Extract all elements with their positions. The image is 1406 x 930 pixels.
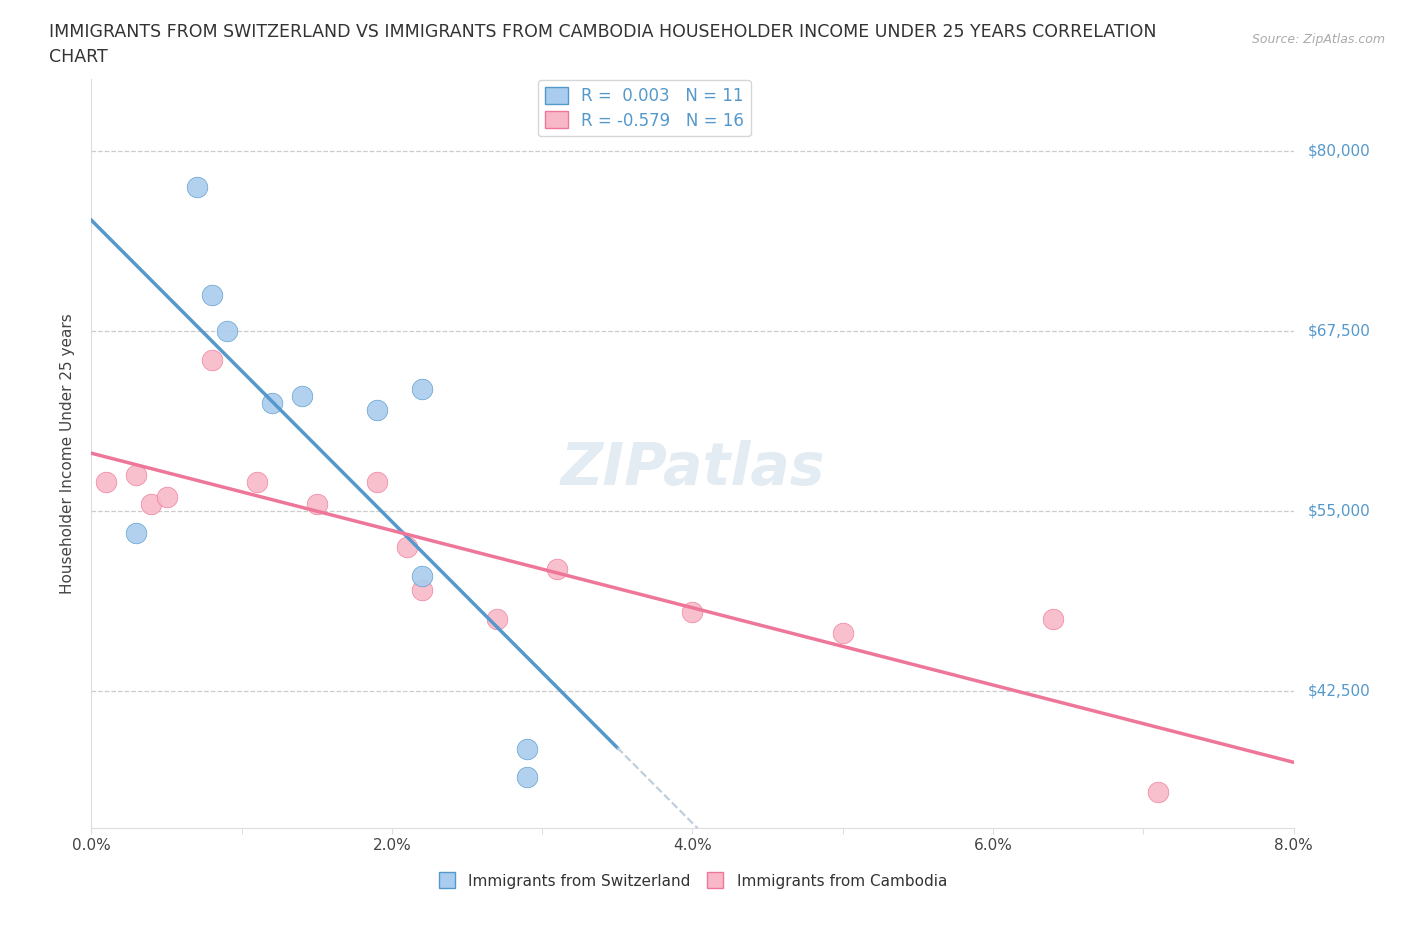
Point xyxy=(516,770,538,785)
Point xyxy=(831,626,853,641)
Point xyxy=(125,468,148,483)
Text: ZIPatlas: ZIPatlas xyxy=(560,440,825,497)
Point xyxy=(215,324,238,339)
Point xyxy=(395,539,418,554)
Point xyxy=(366,474,388,489)
Text: $67,500: $67,500 xyxy=(1308,324,1371,339)
Point xyxy=(96,474,118,489)
Text: IMMIGRANTS FROM SWITZERLAND VS IMMIGRANTS FROM CAMBODIA HOUSEHOLDER INCOME UNDER: IMMIGRANTS FROM SWITZERLAND VS IMMIGRANT… xyxy=(49,23,1157,41)
Point xyxy=(201,352,224,367)
Legend: Immigrants from Switzerland, Immigrants from Cambodia: Immigrants from Switzerland, Immigrants … xyxy=(432,868,953,895)
Point xyxy=(1147,784,1170,799)
Point xyxy=(260,395,283,410)
Point xyxy=(681,604,703,619)
Text: $55,000: $55,000 xyxy=(1308,503,1371,518)
Text: CHART: CHART xyxy=(49,48,108,66)
Text: $42,500: $42,500 xyxy=(1308,684,1371,698)
Point xyxy=(291,389,314,404)
Point xyxy=(411,583,433,598)
Point xyxy=(486,612,509,627)
Point xyxy=(155,489,177,504)
Point xyxy=(305,497,328,512)
Point xyxy=(186,179,208,194)
Point xyxy=(411,381,433,396)
Point xyxy=(516,741,538,756)
Point xyxy=(246,474,269,489)
Point xyxy=(125,525,148,540)
Point xyxy=(201,287,224,302)
Text: Source: ZipAtlas.com: Source: ZipAtlas.com xyxy=(1251,33,1385,46)
Y-axis label: Householder Income Under 25 years: Householder Income Under 25 years xyxy=(60,313,76,593)
Point xyxy=(546,561,568,576)
Point xyxy=(411,568,433,583)
Point xyxy=(1042,612,1064,627)
Point xyxy=(366,403,388,418)
Point xyxy=(141,497,163,512)
Text: $80,000: $80,000 xyxy=(1308,143,1371,158)
